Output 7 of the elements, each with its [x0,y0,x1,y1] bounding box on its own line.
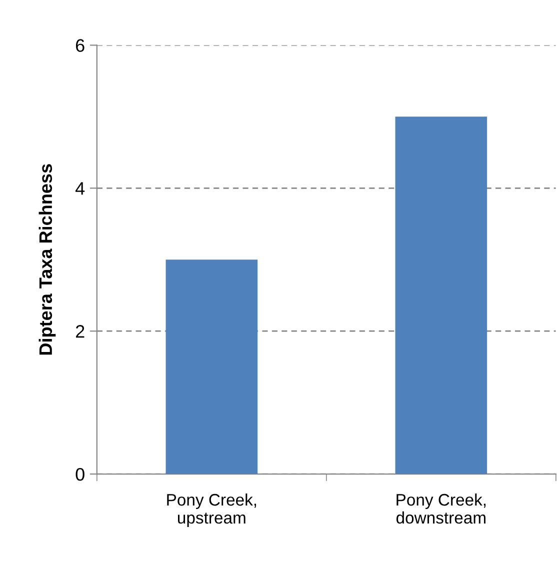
y-tick-label: 2 [76,325,84,338]
y-axis-title: Diptera Taxa Richness [38,164,56,355]
y-tick-label: 6 [76,39,84,52]
y-tick-label: 4 [75,182,85,195]
x-tick-label: Pony Creek, upstream [167,493,256,527]
x-tick-label: Pony Creek, downstream [396,493,486,524]
y-tick-label: 0 [76,468,84,481]
